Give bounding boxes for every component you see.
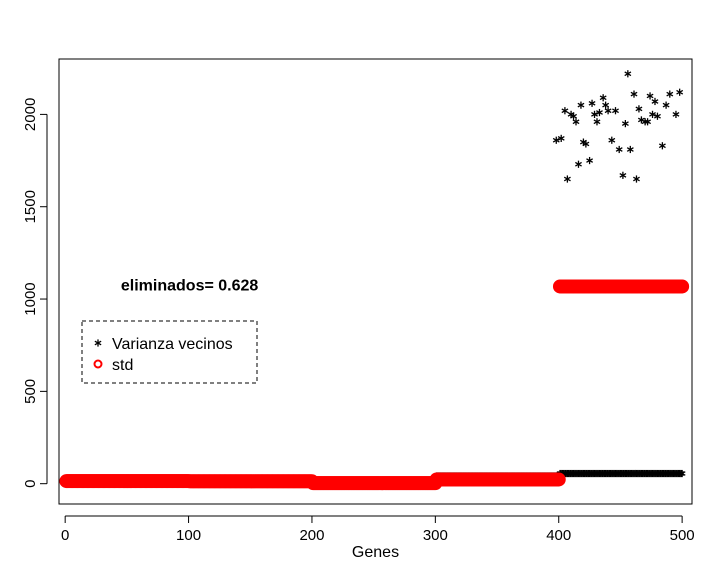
star-point-high — [575, 160, 582, 168]
star-point-high — [612, 107, 619, 115]
star-point-high — [624, 70, 632, 78]
y-tick-label: 0 — [22, 480, 39, 488]
star-point-high — [630, 90, 638, 98]
star-point-high — [666, 90, 674, 98]
star-point-high — [649, 110, 656, 118]
star-point-high — [604, 107, 612, 115]
star-point-high — [676, 88, 684, 96]
star-point — [678, 469, 686, 478]
legend-circle-symbol — [93, 359, 103, 369]
x-axis-title: Genes — [352, 544, 399, 561]
y-tick-label: 2000 — [22, 98, 39, 131]
legend-star — [94, 339, 102, 347]
star-point-high — [672, 110, 680, 118]
x-tick-label: 300 — [423, 527, 448, 544]
star-point-high — [599, 94, 607, 102]
y-tick-label: 1500 — [22, 190, 39, 223]
star-point-high — [635, 105, 643, 113]
star-point-high — [602, 101, 610, 109]
x-tick-label: 200 — [299, 527, 324, 544]
star-point-high — [651, 97, 659, 106]
star-point-high — [586, 156, 594, 165]
star-point-high — [557, 134, 565, 142]
star-point-high — [563, 175, 571, 183]
star-point-high — [646, 92, 654, 100]
annotation-eliminados: eliminados= 0.628 — [121, 277, 259, 294]
star-point-high — [593, 118, 601, 126]
star-point-high — [591, 110, 598, 118]
star-point-high — [653, 112, 661, 120]
star-point-high — [658, 142, 666, 150]
legend: Varianza vecinos std — [81, 320, 258, 384]
x-tick-label: 100 — [176, 527, 201, 544]
plot-frame — [58, 58, 693, 505]
legend-box — [81, 320, 258, 384]
star-point-high — [596, 108, 603, 117]
x-tick-label: 400 — [546, 527, 571, 544]
std-point — [675, 279, 690, 294]
star-point-high — [608, 136, 616, 144]
star-point-high — [633, 175, 640, 183]
star-point-high — [662, 101, 670, 109]
legend-label-std: std — [112, 357, 133, 374]
star-point-high — [570, 112, 577, 120]
star-point-high — [644, 118, 652, 126]
star-point-high — [552, 136, 560, 144]
x-tick-label: 500 — [670, 527, 695, 544]
y-tick-label: 1000 — [22, 282, 39, 315]
points-layer — [59, 70, 690, 491]
star-point-high — [572, 118, 580, 126]
std-point — [551, 472, 566, 487]
y-tick-label: 500 — [22, 379, 39, 404]
star-point-high — [626, 145, 634, 154]
legend-star-symbol — [94, 339, 102, 347]
legend-label-varianza: Varianza vecinos — [112, 336, 233, 353]
star-point-high — [582, 140, 590, 148]
axes-layer: 0 100 200 300 400 500 0 500 1000 1500 2000 — [22, 98, 695, 544]
star-point-high — [615, 145, 623, 154]
star-point-high — [621, 120, 629, 128]
star-point-high — [619, 171, 627, 179]
x-tick-label: 0 — [61, 527, 69, 544]
star-point-high — [588, 99, 596, 107]
star-point-high — [577, 101, 585, 109]
star-point-high — [561, 107, 569, 115]
